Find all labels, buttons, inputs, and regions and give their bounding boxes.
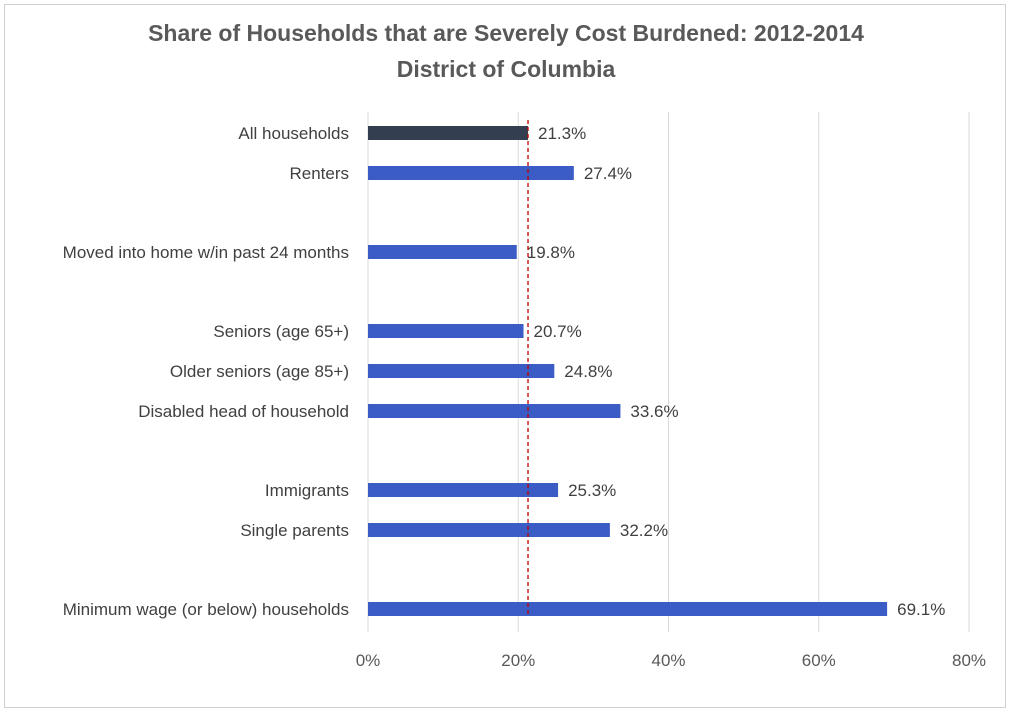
bar [368, 126, 529, 140]
chart-title: Share of Households that are Severely Co… [148, 20, 864, 46]
bar [368, 483, 559, 497]
chart-frame [4, 4, 1006, 708]
category-label: Immigrants [265, 481, 349, 500]
x-tick-label: 40% [651, 651, 685, 670]
chart-subtitle: District of Columbia [396, 56, 616, 82]
data-label: 32.2% [620, 521, 668, 540]
category-label: Minimum wage (or below) households [63, 600, 349, 619]
bar [368, 166, 574, 180]
data-label: 21.3% [538, 124, 586, 143]
x-tick-label: 0% [356, 651, 381, 670]
bar [368, 404, 621, 418]
data-label: 33.6% [630, 402, 678, 421]
bar [368, 364, 555, 378]
category-label: Disabled head of household [138, 402, 349, 421]
bar [368, 324, 524, 338]
category-label: All households [238, 124, 349, 143]
category-label: Renters [289, 164, 349, 183]
category-label: Seniors (age 65+) [213, 322, 349, 341]
category-label: Moved into home w/in past 24 months [63, 243, 349, 262]
data-label: 20.7% [534, 322, 582, 341]
category-label: Older seniors (age 85+) [170, 362, 349, 381]
data-label: 27.4% [584, 164, 632, 183]
bar [368, 523, 610, 537]
x-tick-label: 60% [802, 651, 836, 670]
data-label: 19.8% [527, 243, 575, 262]
x-tick-label: 80% [952, 651, 986, 670]
data-label: 25.3% [568, 481, 616, 500]
bar [368, 602, 888, 616]
data-label: 24.8% [564, 362, 612, 381]
bar [368, 245, 517, 259]
category-label: Single parents [240, 521, 349, 540]
data-label: 69.1% [897, 600, 945, 619]
x-tick-label: 20% [501, 651, 535, 670]
